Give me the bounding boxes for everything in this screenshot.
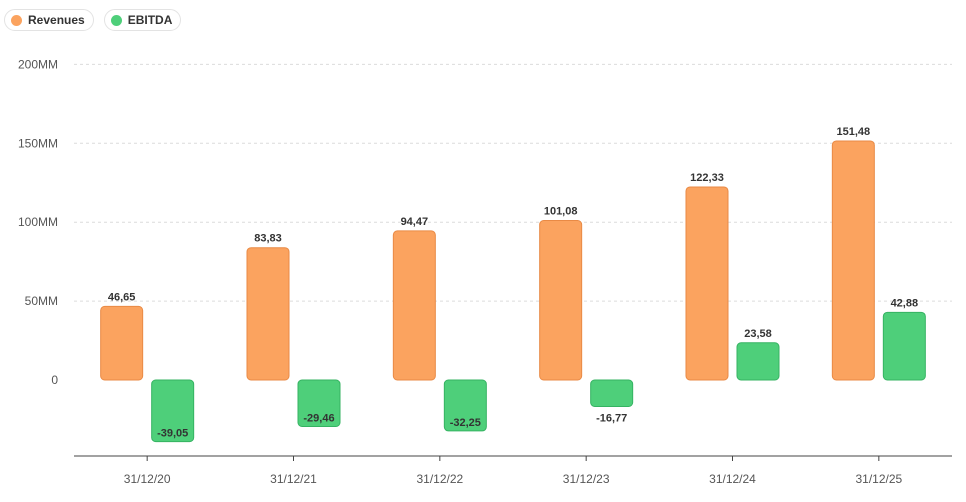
data-label: 23,58 <box>744 328 772 340</box>
x-tick-label: 31/12/20 <box>124 472 171 486</box>
y-tick-label: 100MM <box>18 215 58 229</box>
legend-dot-revenues <box>11 14 22 26</box>
x-tick-label: 31/12/23 <box>563 472 610 486</box>
bar-ebitda <box>590 379 634 407</box>
bar-revenues <box>685 186 729 381</box>
data-label: 151,48 <box>837 126 871 138</box>
bar-revenues <box>246 247 290 381</box>
bar-revenues <box>100 305 144 381</box>
bar-ebitda <box>882 311 926 381</box>
y-tick-label: 0 <box>51 373 58 387</box>
data-label: 83,83 <box>254 233 282 245</box>
data-label: -16,77 <box>596 412 627 424</box>
data-label: 122,33 <box>690 172 724 184</box>
legend-dot-ebitda <box>110 14 122 26</box>
bar-revenues <box>831 140 875 381</box>
y-tick-label: 50MM <box>25 294 58 308</box>
bar-ebitda <box>151 379 195 443</box>
data-label: -32,25 <box>450 417 481 429</box>
data-label: 101,08 <box>544 205 578 217</box>
y-tick-label: 200MM <box>18 57 58 71</box>
bar-revenues <box>539 219 583 381</box>
x-tick-label: 31/12/21 <box>270 472 317 486</box>
data-label: 42,88 <box>891 297 919 309</box>
bar-revenues <box>392 230 436 381</box>
legend-item-revenues[interactable]: Revenues <box>4 9 94 31</box>
bar-ebitda <box>736 342 780 381</box>
legend-item-ebitda[interactable]: EBITDA <box>103 9 182 31</box>
x-tick-label: 31/12/25 <box>855 472 902 486</box>
bar-ebitda <box>443 379 487 432</box>
data-label: 94,47 <box>401 216 429 228</box>
x-tick-label: 31/12/22 <box>416 472 463 486</box>
y-tick-label: 150MM <box>18 136 58 150</box>
data-label: 46,65 <box>108 291 136 303</box>
data-label: -39,05 <box>157 428 188 440</box>
chart-legend: Revenues EBITDA <box>4 9 182 31</box>
legend-label-revenues: Revenues <box>28 13 85 27</box>
bar-ebitda <box>297 379 341 427</box>
data-label: -29,46 <box>303 412 334 424</box>
legend-label-ebitda: EBITDA <box>127 13 173 27</box>
x-tick-label: 31/12/24 <box>709 472 756 486</box>
